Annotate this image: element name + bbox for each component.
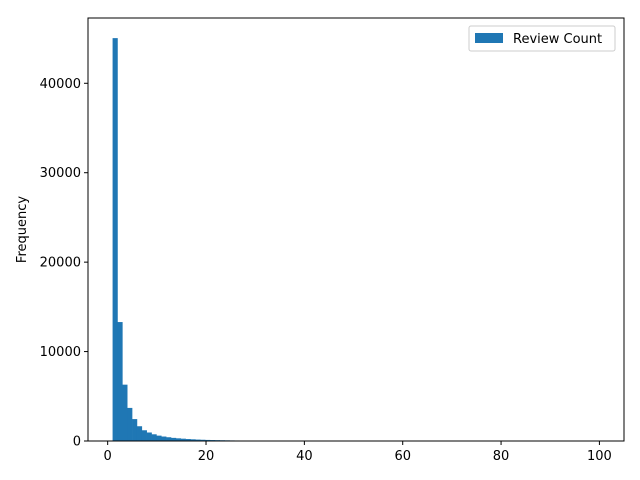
histogram-bar [156,435,162,441]
x-tick-label: 100 [587,449,612,464]
x-tick-label: 60 [394,449,411,464]
plot-frame [87,17,625,442]
legend-box [468,25,616,52]
histogram-bar [127,407,133,441]
y-axis-ticks: 0 10000 20000 30000 40000 [40,77,88,450]
histogram-bar [171,437,177,441]
x-tick-label: 0 [104,449,112,464]
y-tick-label: 0 [73,435,81,450]
x-tick-label: 40 [296,449,313,464]
histogram-bar [185,439,191,441]
y-tick-label: 40000 [40,77,81,92]
histogram-bar [205,439,211,441]
histogram-bar [190,439,196,441]
histogram-bar [151,434,157,441]
legend: Review Count [468,25,616,52]
histogram-bar [136,426,143,441]
histogram-bar [132,419,138,441]
x-tick-label: 20 [198,449,215,464]
y-tick-label: 10000 [40,345,81,360]
x-tick-label: 80 [493,449,510,464]
histogram-bar [166,437,172,441]
histogram-bar [141,430,147,441]
legend-label: Review Count [513,32,602,47]
histogram-bar [175,438,182,441]
histogram-bar [117,322,123,441]
histogram-bar [146,432,152,441]
histogram-bar [112,38,118,442]
histogram-bar [200,439,206,441]
x-axis-ticks: 0 20 40 60 80 100 [104,441,612,464]
legend-swatch [475,33,503,43]
histogram-bar [161,436,167,441]
histogram-bar [180,438,186,441]
y-tick-label: 30000 [40,166,81,181]
y-tick-label: 20000 [40,256,81,271]
histogram-bar [122,384,128,441]
histogram-bar [195,439,201,441]
y-axis-label: Frequency [15,196,30,263]
histogram-bars [112,38,600,442]
